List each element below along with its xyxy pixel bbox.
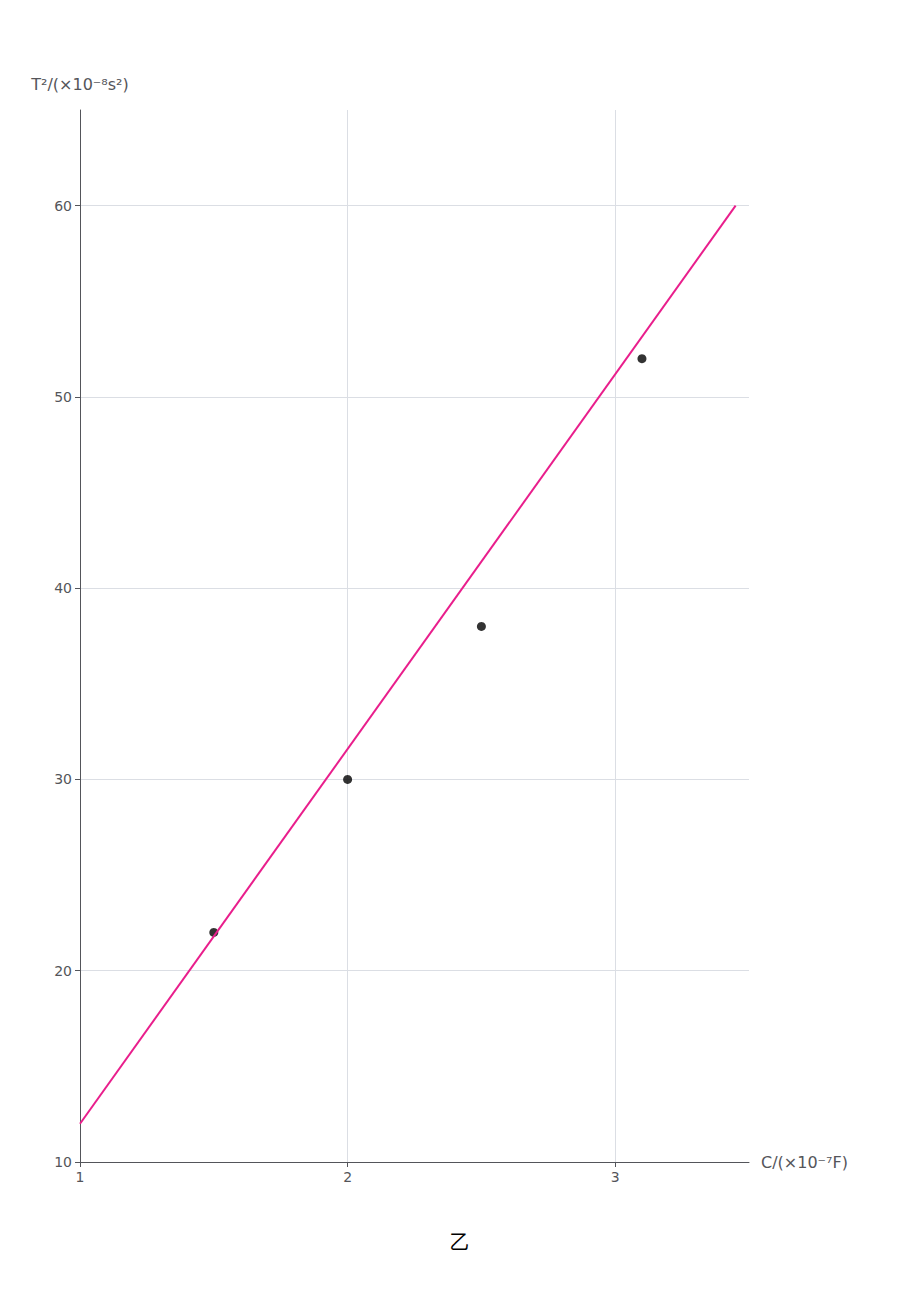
svg-text:C/(×10⁻⁷F): C/(×10⁻⁷F) bbox=[761, 1153, 848, 1172]
svg-text:20: 20 bbox=[54, 963, 72, 979]
svg-text:2: 2 bbox=[343, 1169, 352, 1185]
svg-text:1: 1 bbox=[76, 1169, 85, 1185]
svg-text:50: 50 bbox=[54, 389, 72, 405]
svg-text:60: 60 bbox=[54, 198, 72, 214]
svg-text:3: 3 bbox=[611, 1169, 620, 1185]
svg-text:40: 40 bbox=[54, 580, 72, 596]
svg-text:30: 30 bbox=[54, 771, 72, 787]
svg-text:T²/(×10⁻⁸s²): T²/(×10⁻⁸s²) bbox=[30, 75, 128, 94]
svg-text:乙: 乙 bbox=[450, 1230, 470, 1254]
svg-text:10: 10 bbox=[54, 1154, 72, 1170]
